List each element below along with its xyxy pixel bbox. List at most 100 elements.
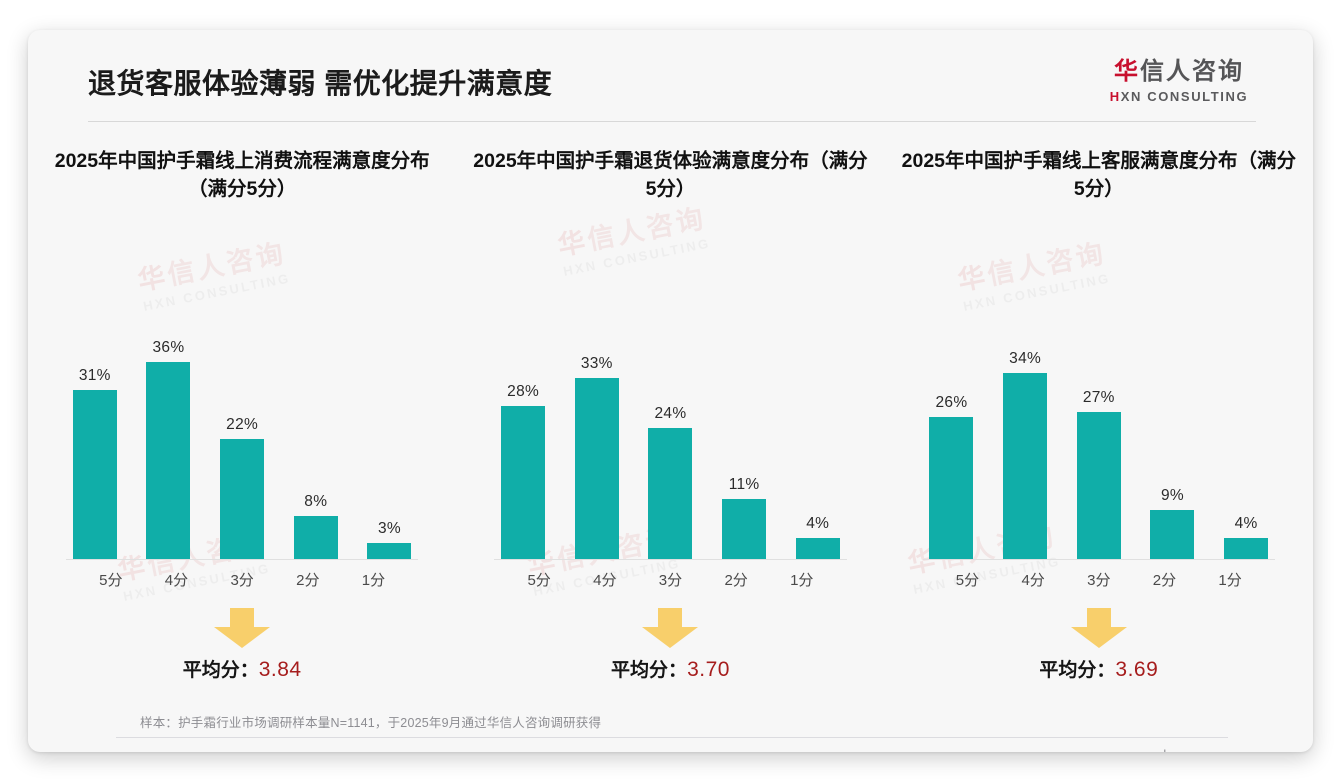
logo-en-rest: XN CONSULTING <box>1120 88 1249 104</box>
bar[interactable] <box>648 428 693 560</box>
chart-panel-customer-service: 2025年中国护手霜线上客服满意度分布（满分5分） 26% 34% 27% <box>885 148 1313 681</box>
bar-value-label: 3% <box>377 520 401 537</box>
bar-slot: 31% <box>61 290 129 560</box>
bar-chart: 26% 34% 27% 9% <box>895 260 1303 589</box>
bar-value-label: 28% <box>507 383 540 400</box>
bar[interactable] <box>574 378 619 560</box>
down-arrow-icon <box>642 608 699 648</box>
bar-slot: 27% <box>1065 290 1133 560</box>
x-tick-label: 3分 <box>1087 572 1111 589</box>
logo-en-red-char: H <box>1109 88 1121 104</box>
bar-value-label: 4% <box>1234 515 1258 532</box>
source-footnote: 样本：护手霜行业市场调研样本量N=1141，于2025年9月通过华信人咨询调研获… <box>140 716 602 730</box>
x-tick-label: 2分 <box>1152 572 1177 589</box>
bar-value-label: 24% <box>654 405 687 422</box>
down-arrow-icon <box>1070 608 1127 648</box>
bar[interactable] <box>1076 412 1121 560</box>
bar-value-label: 33% <box>580 355 613 372</box>
bar[interactable] <box>293 516 338 560</box>
x-axis-line <box>922 559 1275 560</box>
bar[interactable] <box>722 499 767 560</box>
copyright-text: ©2025.11 HXR华信人咨询 <box>116 748 262 752</box>
slide-header: 退货客服体验薄弱 需优化提升满意度 华信人咨询 HXN CONSULTING <box>28 30 1313 126</box>
logo-cn-rest: 信人咨询 <box>1140 58 1244 85</box>
x-tick-label: 5分 <box>527 572 551 589</box>
chart-title: 2025年中国护手霜线上消费流程满意度分布（满分5分） <box>54 150 430 200</box>
average-score-label: 平均分： <box>1039 660 1116 681</box>
down-arrow-icon <box>214 608 271 648</box>
bar[interactable] <box>220 439 265 560</box>
bar[interactable] <box>367 543 412 560</box>
average-score-value: 3.69 <box>1115 658 1159 681</box>
average-score-line: 平均分：3.69 <box>885 655 1313 682</box>
bar[interactable] <box>1150 510 1195 560</box>
average-score-block: 平均分：3.69 <box>885 608 1313 682</box>
bar-value-label: 4% <box>806 515 830 532</box>
bar-value-label: 9% <box>1160 487 1184 504</box>
bar-group: 31% 36% 22% 8% <box>58 290 426 589</box>
footer-divider <box>116 737 1228 738</box>
bar-slot: 33% <box>563 290 631 560</box>
logo-english-text: HXN CONSULTING <box>1089 89 1269 104</box>
slide-footer: ©2025.11 HXR华信人咨询 www.hxrcon.com <box>28 746 1313 752</box>
bar-value-label: 34% <box>1009 350 1042 367</box>
bar-value-label: 26% <box>935 394 968 411</box>
bar-slot: 3% <box>355 290 423 560</box>
bar-group: 28% 33% 24% 11% <box>486 290 854 589</box>
x-tick-label: 1分 <box>1218 572 1242 589</box>
bar-value-label: 31% <box>78 367 111 384</box>
bar[interactable] <box>929 417 974 560</box>
bar[interactable] <box>795 538 840 560</box>
charts-row: 2025年中国护手霜线上消费流程满意度分布（满分5分） 31% 36% 22% <box>28 148 1313 681</box>
average-score-line: 平均分：3.84 <box>28 655 456 682</box>
bar-group: 26% 34% 27% 9% <box>915 290 1283 589</box>
x-axis-labels: 5分 4分 3分 2分 1分 <box>935 569 1263 590</box>
x-axis-labels: 5分 4分 3分 2分 1分 <box>506 569 834 590</box>
bar-slot: 36% <box>134 290 202 560</box>
bar-slot: 22% <box>208 290 276 560</box>
x-axis-line <box>66 559 419 560</box>
bar-slot: 4% <box>1212 290 1280 560</box>
website-url[interactable]: www.hxrcon.com <box>1134 748 1228 752</box>
x-tick-label: 4分 <box>1021 572 1045 589</box>
x-tick-label: 5分 <box>955 572 980 589</box>
chart-panel-consumption-flow: 2025年中国护手霜线上消费流程满意度分布（满分5分） 31% 36% 22% <box>28 148 456 681</box>
bar-value-label: 11% <box>728 476 760 493</box>
x-tick-label: 1分 <box>790 572 814 589</box>
bar-slot: 34% <box>991 290 1059 560</box>
bar-value-label: 36% <box>152 339 185 356</box>
bar-slot: 9% <box>1138 290 1206 560</box>
header-divider <box>88 121 1256 122</box>
average-score-value: 3.84 <box>258 658 302 681</box>
bar[interactable] <box>1003 373 1048 560</box>
x-tick-label: 2分 <box>724 572 748 589</box>
average-score-block: 平均分：3.70 <box>456 608 884 682</box>
average-score-label: 平均分： <box>182 660 259 681</box>
bar[interactable] <box>146 362 191 560</box>
x-tick-label: 4分 <box>164 572 189 589</box>
x-tick-label: 4分 <box>593 572 617 589</box>
slide-canvas: 华信人咨询 HXN CONSULTING 华信人咨询 HXN CONSULTIN… <box>28 30 1313 752</box>
x-tick-label: 5分 <box>99 572 123 589</box>
logo-chinese-text: 华信人咨询 <box>1089 58 1269 86</box>
average-score-label: 平均分： <box>611 660 688 681</box>
chart-panel-return-experience: 2025年中国护手霜退货体验满意度分布（满分5分） 28% 33% 24% <box>456 148 884 681</box>
bar-slot: 24% <box>636 290 704 560</box>
logo-cn-red-char: 华 <box>1114 58 1140 85</box>
bar-slot: 11% <box>710 290 778 560</box>
bar[interactable] <box>1224 538 1269 560</box>
x-tick-label: 3分 <box>658 572 683 589</box>
x-axis-labels: 5分 4分 3分 2分 1分 <box>78 569 406 590</box>
bar[interactable] <box>72 390 117 560</box>
x-axis-line <box>494 559 847 560</box>
bar-chart: 31% 36% 22% 8% <box>38 260 446 589</box>
average-score-value: 3.70 <box>687 658 730 681</box>
bar-slot: 4% <box>784 290 852 560</box>
bar-value-label: 8% <box>304 493 328 510</box>
bar-value-label: 22% <box>226 416 259 433</box>
bar-value-label: 27% <box>1082 389 1115 406</box>
bar-chart: 28% 33% 24% 11% <box>466 260 874 589</box>
brand-logo: 华信人咨询 HXN CONSULTING <box>1089 58 1269 104</box>
chart-title: 2025年中国护手霜线上客服满意度分布（满分5分） <box>901 150 1297 200</box>
bar[interactable] <box>501 406 546 560</box>
